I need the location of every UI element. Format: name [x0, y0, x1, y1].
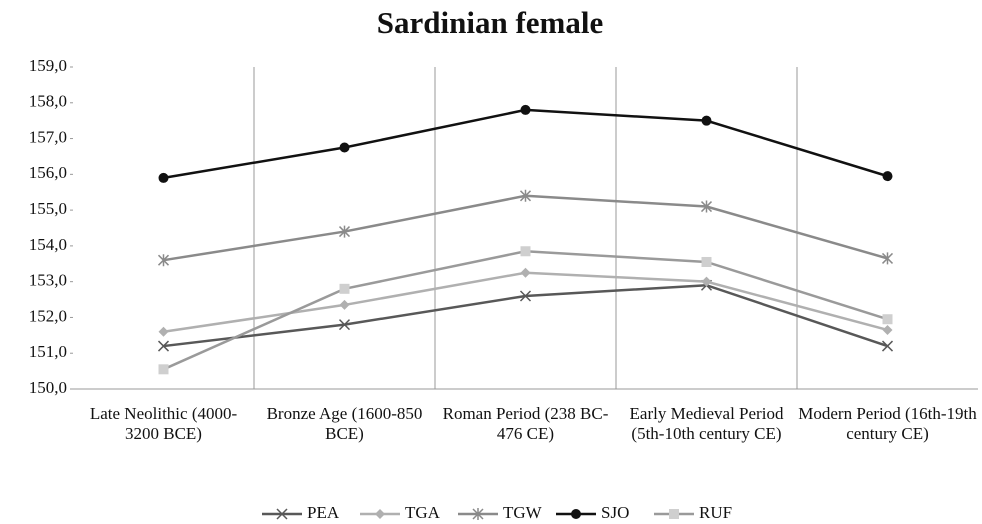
marker: [882, 324, 893, 335]
marker: [881, 252, 894, 265]
marker: [158, 364, 169, 375]
y-tick-label: 158,0: [29, 92, 67, 111]
marker: [338, 225, 351, 238]
marker: [881, 340, 894, 352]
marker: [882, 314, 893, 325]
marker: [701, 276, 712, 287]
x-tick-label: Roman Period (238 BC-476 CE): [442, 404, 609, 443]
y-tick-label: 159,0: [29, 56, 67, 75]
legend-label: TGA: [405, 503, 441, 522]
x-tick-label: Late Neolithic (4000-3200 BCE): [89, 404, 238, 443]
marker: [701, 115, 712, 126]
legend-marker: [669, 509, 679, 519]
y-tick-label: 156,0: [29, 163, 67, 182]
marker: [520, 104, 531, 115]
x-tick-label: Modern Period (16th-19th century CE): [798, 404, 977, 443]
y-tick-label: 154,0: [29, 235, 67, 254]
marker: [339, 299, 350, 310]
legend-label: RUF: [699, 503, 732, 522]
marker: [519, 189, 532, 202]
marker: [157, 340, 170, 352]
legend-label: TGW: [503, 503, 543, 522]
x-tick-label: Bronze Age (1600-850 BCE): [266, 404, 423, 443]
marker: [158, 326, 169, 337]
chart-title: Sardinian female: [377, 5, 603, 40]
y-tick-label: 157,0: [29, 127, 67, 146]
marker: [338, 319, 351, 331]
marker: [701, 256, 712, 267]
marker: [520, 267, 531, 278]
y-tick-label: 152,0: [29, 306, 67, 325]
y-tick-label: 155,0: [29, 199, 67, 218]
marker: [700, 200, 713, 213]
y-tick-label: 151,0: [29, 342, 67, 361]
legend-marker: [276, 508, 288, 520]
legend-label: PEA: [307, 503, 340, 522]
marker: [339, 283, 350, 294]
series-line: [163, 108, 888, 180]
y-tick-label: 150,0: [29, 378, 67, 397]
marker: [158, 172, 169, 183]
marker: [519, 290, 532, 302]
legend-marker: [472, 508, 484, 520]
legend-marker: [571, 509, 581, 519]
marker: [157, 254, 170, 267]
marker: [339, 142, 350, 153]
x-tick-label: Early Medieval Period (5th-10th century …: [629, 404, 784, 443]
series-line: [163, 271, 888, 333]
legend-marker: [375, 509, 385, 519]
marker: [882, 171, 893, 182]
legend-label: SJO: [601, 503, 629, 522]
marker: [520, 246, 531, 257]
y-tick-label: 153,0: [29, 271, 67, 290]
